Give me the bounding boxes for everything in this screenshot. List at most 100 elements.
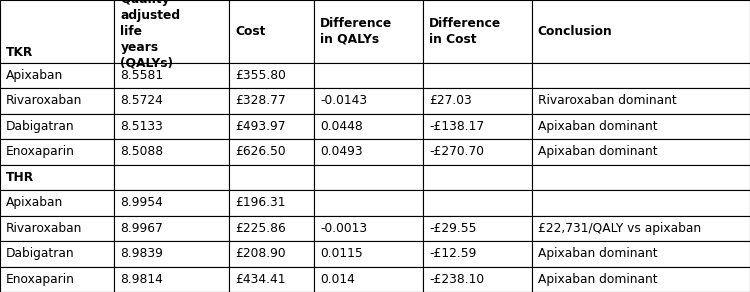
Bar xyxy=(423,267,532,292)
Text: 8.9954: 8.9954 xyxy=(121,196,164,209)
Bar xyxy=(229,114,314,139)
Text: TKR: TKR xyxy=(6,46,33,59)
Bar xyxy=(115,267,229,292)
Bar xyxy=(229,63,314,88)
Bar xyxy=(229,165,314,190)
Bar xyxy=(115,215,229,241)
Text: 0.014: 0.014 xyxy=(320,273,356,286)
Bar xyxy=(423,0,532,63)
Bar xyxy=(0,139,115,165)
Text: £626.50: £626.50 xyxy=(235,145,286,159)
Text: £225.86: £225.86 xyxy=(235,222,286,235)
Bar xyxy=(115,165,229,190)
Bar xyxy=(0,114,115,139)
Bar xyxy=(314,190,423,215)
Text: -£270.70: -£270.70 xyxy=(429,145,484,159)
Bar xyxy=(532,139,750,165)
Text: Conclusion: Conclusion xyxy=(538,25,613,38)
Bar xyxy=(0,165,115,190)
Bar xyxy=(229,190,314,215)
Text: Enoxaparin: Enoxaparin xyxy=(6,273,75,286)
Bar xyxy=(423,165,532,190)
Bar xyxy=(0,241,115,267)
Bar xyxy=(115,190,229,215)
Text: Rivaroxaban: Rivaroxaban xyxy=(6,222,82,235)
Bar xyxy=(532,63,750,88)
Text: 0.0493: 0.0493 xyxy=(320,145,363,159)
Bar xyxy=(423,63,532,88)
Bar xyxy=(423,215,532,241)
Text: -£29.55: -£29.55 xyxy=(429,222,476,235)
Text: Cost: Cost xyxy=(235,25,266,38)
Text: -£12.59: -£12.59 xyxy=(429,247,476,260)
Text: 8.5133: 8.5133 xyxy=(121,120,164,133)
Text: Enoxaparin: Enoxaparin xyxy=(6,145,75,159)
Text: THR: THR xyxy=(6,171,34,184)
Bar xyxy=(0,267,115,292)
Bar xyxy=(314,0,423,63)
Text: 8.5724: 8.5724 xyxy=(121,95,164,107)
Text: -0.0013: -0.0013 xyxy=(320,222,368,235)
Bar xyxy=(423,139,532,165)
Bar xyxy=(532,215,750,241)
Bar xyxy=(532,88,750,114)
Bar xyxy=(229,0,314,63)
Bar xyxy=(423,190,532,215)
Bar xyxy=(0,88,115,114)
Bar xyxy=(532,165,750,190)
Text: £196.31: £196.31 xyxy=(235,196,286,209)
Bar xyxy=(229,88,314,114)
Text: Apixaban dominant: Apixaban dominant xyxy=(538,145,657,159)
Bar xyxy=(115,0,229,63)
Bar xyxy=(229,267,314,292)
Bar xyxy=(229,241,314,267)
Text: £208.90: £208.90 xyxy=(235,247,286,260)
Bar xyxy=(0,63,115,88)
Bar xyxy=(229,215,314,241)
Text: Apixaban: Apixaban xyxy=(6,196,63,209)
Text: £27.03: £27.03 xyxy=(429,95,472,107)
Text: £493.97: £493.97 xyxy=(235,120,286,133)
Text: Dabigatran: Dabigatran xyxy=(6,247,74,260)
Text: 8.9839: 8.9839 xyxy=(121,247,164,260)
Bar xyxy=(314,267,423,292)
Bar xyxy=(423,114,532,139)
Bar xyxy=(229,139,314,165)
Bar xyxy=(532,114,750,139)
Bar xyxy=(115,63,229,88)
Bar xyxy=(314,114,423,139)
Text: £355.80: £355.80 xyxy=(235,69,286,82)
Text: 8.9967: 8.9967 xyxy=(121,222,164,235)
Bar xyxy=(532,190,750,215)
Text: Apixaban dominant: Apixaban dominant xyxy=(538,273,657,286)
Bar xyxy=(0,190,115,215)
Bar xyxy=(0,215,115,241)
Bar xyxy=(115,139,229,165)
Text: £434.41: £434.41 xyxy=(235,273,286,286)
Text: 8.5581: 8.5581 xyxy=(121,69,164,82)
Text: Apixaban: Apixaban xyxy=(6,69,63,82)
Bar xyxy=(532,0,750,63)
Text: Rivaroxaban: Rivaroxaban xyxy=(6,95,82,107)
Text: Dabigatran: Dabigatran xyxy=(6,120,74,133)
Bar xyxy=(532,267,750,292)
Text: -0.0143: -0.0143 xyxy=(320,95,368,107)
Text: 0.0448: 0.0448 xyxy=(320,120,363,133)
Text: £22,731/QALY vs apixaban: £22,731/QALY vs apixaban xyxy=(538,222,700,235)
Bar xyxy=(314,165,423,190)
Text: -£238.10: -£238.10 xyxy=(429,273,484,286)
Bar xyxy=(314,88,423,114)
Text: £328.77: £328.77 xyxy=(235,95,286,107)
Bar xyxy=(423,241,532,267)
Text: Apixaban dominant: Apixaban dominant xyxy=(538,120,657,133)
Text: Difference
in Cost: Difference in Cost xyxy=(429,17,501,46)
Bar xyxy=(115,88,229,114)
Text: Quality
adjusted
life
years
(QALYs): Quality adjusted life years (QALYs) xyxy=(121,0,181,70)
Text: 8.9814: 8.9814 xyxy=(121,273,164,286)
Bar xyxy=(532,241,750,267)
Text: -£138.17: -£138.17 xyxy=(429,120,484,133)
Bar xyxy=(314,63,423,88)
Text: Apixaban dominant: Apixaban dominant xyxy=(538,247,657,260)
Bar xyxy=(314,139,423,165)
Bar xyxy=(314,241,423,267)
